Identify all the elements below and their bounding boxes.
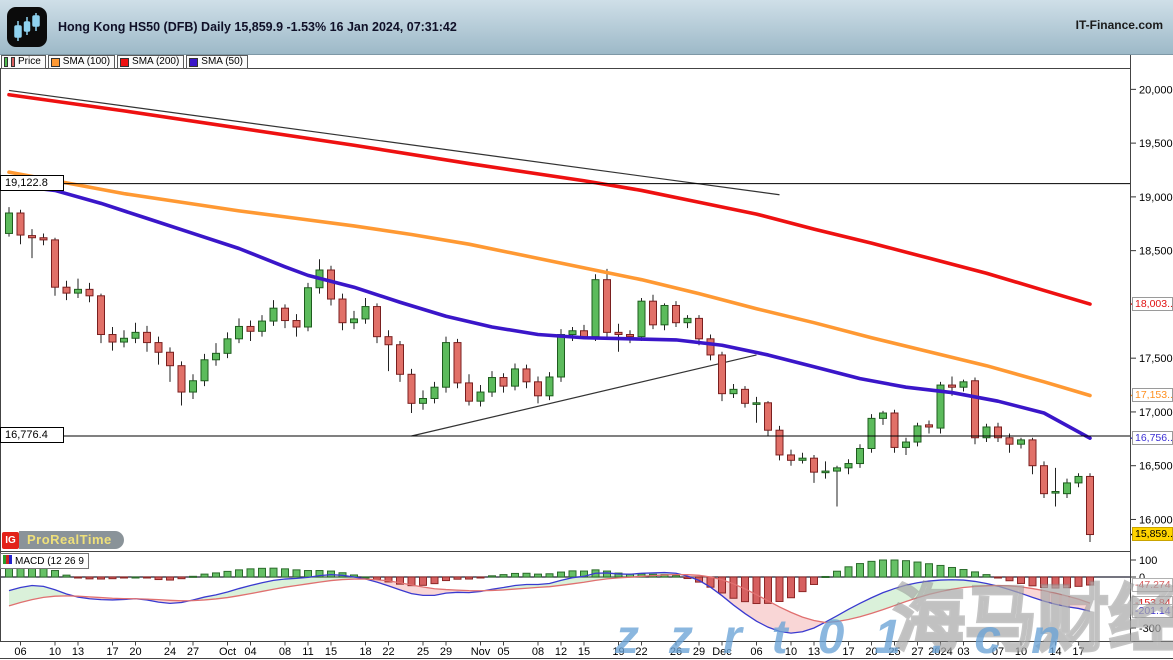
svg-text:17: 17 <box>106 646 118 658</box>
legend-item-sma-100-[interactable]: SMA (100) <box>47 55 116 69</box>
legend-label: SMA (50) <box>201 56 243 67</box>
sma100-line <box>7 170 1092 398</box>
svg-text:15: 15 <box>578 646 590 658</box>
svg-text:04: 04 <box>244 646 256 658</box>
axis-value-box: 15,859.. <box>1132 527 1173 542</box>
legend-item-sma-200-[interactable]: SMA (200) <box>117 55 185 69</box>
svg-text:11: 11 <box>302 646 313 658</box>
svg-text:17: 17 <box>842 646 854 658</box>
svg-text:10: 10 <box>1015 646 1027 658</box>
svg-text:18: 18 <box>359 646 371 658</box>
svg-text:2024: 2024 <box>928 646 952 658</box>
axis-value-box: 18,003.. <box>1132 296 1173 311</box>
svg-text:19,000: 19,000 <box>1139 192 1173 204</box>
svg-text:19,500: 19,500 <box>1139 138 1173 150</box>
legend-bar: Price SMA (100) SMA (200) SMA (50) <box>1 55 248 69</box>
price-up-chip-icon <box>4 57 8 67</box>
legend-label: SMA (200) <box>132 56 180 67</box>
svg-text:17,500: 17,500 <box>1139 353 1173 365</box>
ig-logo: IG <box>2 531 19 549</box>
chart-title: Hong Kong HS50 (DFB) Daily 15,859.9 -1.5… <box>58 20 457 34</box>
svg-text:29: 29 <box>440 646 452 658</box>
svg-text:27: 27 <box>911 646 923 658</box>
axis-value-box: 16,756.. <box>1132 430 1173 445</box>
svg-text:12: 12 <box>555 646 567 658</box>
svg-text:08: 08 <box>532 646 544 658</box>
svg-text:25: 25 <box>417 646 429 658</box>
svg-text:22: 22 <box>382 646 394 658</box>
axis-value-box: 17,153.. <box>1132 387 1173 402</box>
svg-text:26: 26 <box>670 646 682 658</box>
svg-text:22: 22 <box>635 646 647 658</box>
svg-text:19: 19 <box>612 646 624 658</box>
svg-text:03: 03 <box>957 646 969 658</box>
price-pane <box>5 89 1094 543</box>
price-level-label: 19,122.8 <box>0 175 64 192</box>
macd-legend-icon <box>3 555 12 567</box>
legend-item-sma-50-[interactable]: SMA (50) <box>186 55 248 69</box>
macd-indicator-label[interactable]: MACD (12 26 9 <box>0 553 89 569</box>
svg-text:29: 29 <box>693 646 705 658</box>
macd-value-box: -201.14 <box>1132 603 1173 618</box>
price-level-label: 16,776.4 <box>0 427 64 444</box>
macd-line <box>8 571 1091 634</box>
svg-text:Nov: Nov <box>471 646 491 658</box>
macd-pane <box>1 559 1130 634</box>
svg-text:17,000: 17,000 <box>1139 407 1173 419</box>
svg-text:13: 13 <box>72 646 84 658</box>
signal-line <box>8 573 1091 624</box>
legend-item-price[interactable]: Price <box>1 55 46 69</box>
svg-text:05: 05 <box>497 646 509 658</box>
svg-text:20,000: 20,000 <box>1139 84 1173 96</box>
sma-chip-icon <box>120 57 130 67</box>
sma50-line <box>7 183 1092 440</box>
chart-header: Hong Kong HS50 (DFB) Daily 15,859.9 -1.5… <box>0 0 1173 55</box>
svg-text:27: 27 <box>187 646 199 658</box>
svg-text:Oct: Oct <box>219 646 236 658</box>
svg-text:14: 14 <box>1049 646 1061 658</box>
svg-text:10: 10 <box>785 646 797 658</box>
svg-text:08: 08 <box>279 646 291 658</box>
svg-text:17: 17 <box>1072 646 1084 658</box>
macd-label-text: MACD (12 26 9 <box>15 555 84 567</box>
sma-chip-icon <box>189 57 199 67</box>
svg-text:06: 06 <box>750 646 762 658</box>
svg-text:-300: -300 <box>1139 623 1161 635</box>
svg-text:20: 20 <box>865 646 877 658</box>
svg-text:100: 100 <box>1139 555 1157 567</box>
svg-text:07: 07 <box>992 646 1004 658</box>
svg-text:06: 06 <box>14 646 26 658</box>
legend-label: Price <box>18 56 41 67</box>
candlestick-logo-icon <box>7 7 47 47</box>
sma-chip-icon <box>50 57 60 67</box>
brand-itfinance: IT-Finance.com <box>1075 18 1163 32</box>
svg-text:15: 15 <box>325 646 337 658</box>
svg-text:Dec: Dec <box>712 646 732 658</box>
prorealtime-logo[interactable]: IG ProRealTime <box>2 531 124 549</box>
svg-text:25: 25 <box>888 646 900 658</box>
svg-text:24: 24 <box>164 646 176 658</box>
svg-text:20: 20 <box>129 646 141 658</box>
svg-text:18,500: 18,500 <box>1139 246 1173 258</box>
svg-text:16,500: 16,500 <box>1139 461 1173 473</box>
svg-text:13: 13 <box>808 646 820 658</box>
svg-text:16,000: 16,000 <box>1139 514 1173 526</box>
legend-label: SMA (100) <box>62 56 111 67</box>
sma200-line <box>7 92 1092 306</box>
prorealtime-wordmark: ProRealTime <box>19 531 124 549</box>
svg-text:10: 10 <box>49 646 61 658</box>
macd-value-box: -47.274 <box>1132 577 1173 592</box>
price-down-chip-icon <box>11 57 15 67</box>
